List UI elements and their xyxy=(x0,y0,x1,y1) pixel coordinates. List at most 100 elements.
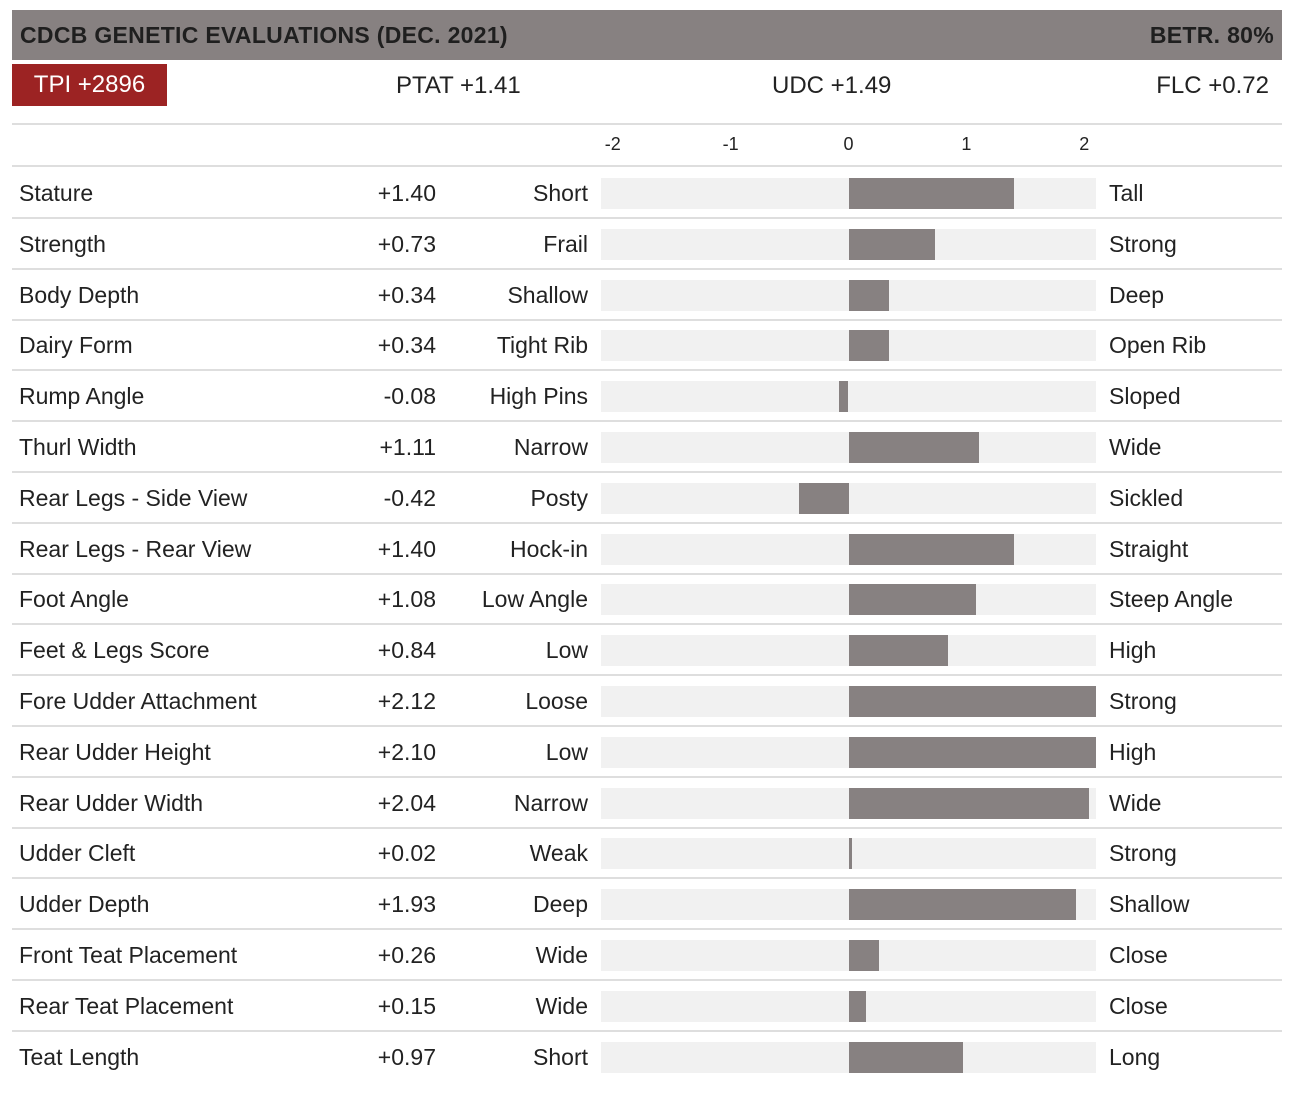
row-divider xyxy=(12,775,1282,778)
trait-high-label: Tall xyxy=(1109,180,1144,206)
row-divider xyxy=(12,369,1282,372)
trait-name: Body Depth xyxy=(19,281,140,308)
udc-value: UDC +1.49 xyxy=(772,72,892,99)
trait-bar xyxy=(839,381,849,413)
trait-name: Rump Angle xyxy=(19,383,145,410)
bar-track xyxy=(601,838,1096,870)
trait-name: Rear Legs - Side View xyxy=(19,484,248,511)
trait-value: -0.42 xyxy=(383,484,436,511)
trait-value: +0.02 xyxy=(377,840,436,867)
row-divider xyxy=(12,217,1282,219)
trait-bar xyxy=(799,482,849,514)
trait-row: Dairy Form +0.34 Tight Rib Open Rib xyxy=(12,320,1282,372)
trait-high-label: Shallow xyxy=(1109,891,1190,918)
trait-bar xyxy=(848,889,1076,921)
trait-name: Rear Teat Placement xyxy=(19,992,234,1019)
trait-name: Dairy Form xyxy=(19,332,133,359)
bar-track xyxy=(601,1041,1096,1073)
trait-name: Rear Udder Width xyxy=(19,789,204,816)
trait-high-label: Open Rib xyxy=(1109,332,1207,359)
trait-row: Rear Udder Width +2.04 Narrow Wide xyxy=(12,778,1282,829)
trait-high-label: Deep xyxy=(1109,281,1164,308)
bar-track xyxy=(601,330,1096,362)
reliability-label: BETR. 80% xyxy=(1149,22,1274,48)
trait-high-label: Close xyxy=(1109,942,1168,968)
trait-low-label: Wide xyxy=(535,992,588,1019)
trait-low-label: Low xyxy=(545,738,588,765)
trait-name: Fore Udder Attachment xyxy=(19,688,257,714)
trait-value: +0.34 xyxy=(377,332,436,359)
trait-name: Strength xyxy=(19,230,106,257)
trait-row: Teat Length +0.97 Short Long xyxy=(12,1032,1282,1082)
trait-bar xyxy=(848,330,889,362)
trait-bar xyxy=(848,686,1096,717)
bar-track xyxy=(601,889,1096,921)
trait-row: Foot Angle +1.08 Low Angle Steep Angle xyxy=(12,574,1282,626)
trait-name: Teat Length xyxy=(19,1043,140,1070)
trait-low-label: Deep xyxy=(533,891,588,918)
trait-row: Udder Cleft +0.02 Weak Strong xyxy=(12,828,1282,880)
trait-low-label: Wide xyxy=(535,942,588,968)
trait-low-label: Loose xyxy=(525,688,588,714)
axis-tick-label: 0 xyxy=(843,134,854,154)
trait-high-label: Steep Angle xyxy=(1109,586,1234,613)
trait-name: Feet & Legs Score xyxy=(19,637,210,664)
bar-track xyxy=(601,279,1096,311)
trait-row: Feet & Legs Score +0.84 Low High xyxy=(12,625,1282,677)
trait-name: Thurl Width xyxy=(19,434,137,460)
trait-bar xyxy=(848,584,976,616)
trait-low-label: Low Angle xyxy=(481,586,588,613)
row-divider xyxy=(12,318,1282,321)
trait-value: +1.93 xyxy=(377,891,436,918)
trait-low-label: Short xyxy=(533,1043,588,1070)
trait-bar xyxy=(848,736,1096,768)
bar-track xyxy=(601,990,1096,1022)
trait-high-label: Strong xyxy=(1109,840,1177,867)
trait-value: +2.10 xyxy=(377,738,436,765)
summary-divider xyxy=(12,123,1282,125)
trait-name: Foot Angle xyxy=(19,586,129,613)
trait-high-label: High xyxy=(1109,738,1157,765)
bar-track xyxy=(601,228,1096,260)
bar-track xyxy=(601,533,1096,565)
trait-name: Udder Cleft xyxy=(19,840,136,867)
trait-row: Front Teat Placement +0.26 Wide Close xyxy=(12,930,1282,981)
row-divider xyxy=(12,623,1282,626)
trait-value: +2.12 xyxy=(377,688,436,714)
trait-value: +0.15 xyxy=(377,992,436,1019)
bar-track xyxy=(601,940,1096,971)
axis-divider xyxy=(12,165,1282,167)
trait-row: Body Depth +0.34 Shallow Deep xyxy=(12,270,1282,321)
trait-low-label: High Pins xyxy=(489,383,588,410)
trait-high-label: Wide xyxy=(1109,789,1162,816)
trait-name: Front Teat Placement xyxy=(19,942,238,968)
trait-low-label: Narrow xyxy=(513,434,588,460)
trait-high-label: Sickled xyxy=(1109,484,1184,511)
axis-tick-label: -2 xyxy=(604,134,621,154)
flc-value: FLC +0.72 xyxy=(1156,72,1269,99)
trait-bar xyxy=(848,635,948,667)
row-divider xyxy=(12,725,1282,727)
bar-track xyxy=(601,635,1096,667)
trait-name: Udder Depth xyxy=(19,891,150,918)
trait-value: +0.26 xyxy=(377,942,436,968)
row-divider xyxy=(12,928,1282,931)
bar-track xyxy=(601,787,1096,819)
trait-row: Rear Teat Placement +0.15 Wide Close xyxy=(12,981,1282,1032)
trait-name: Rear Udder Height xyxy=(19,738,211,765)
row-divider xyxy=(12,979,1282,981)
trait-high-label: Long xyxy=(1109,1043,1161,1070)
trait-bar xyxy=(848,990,867,1022)
trait-row: Thurl Width +1.11 Narrow Wide xyxy=(12,422,1282,473)
trait-high-label: Strong xyxy=(1109,230,1177,257)
trait-low-label: Weak xyxy=(529,840,588,867)
evaluation-header: CDCB GENETIC EVALUATIONS (DEC. 2021) BET… xyxy=(12,10,1282,60)
trait-low-label: Tight Rib xyxy=(496,332,588,359)
bar-track xyxy=(601,686,1096,717)
trait-row: Rear Legs - Rear View +1.40 Hock-in Straigh… xyxy=(12,524,1282,575)
trait-low-label: Posty xyxy=(530,484,588,511)
row-divider xyxy=(12,572,1282,575)
trait-bar xyxy=(848,432,980,463)
axis-tick-label: 2 xyxy=(1079,134,1090,154)
trait-value: +1.08 xyxy=(377,586,436,613)
